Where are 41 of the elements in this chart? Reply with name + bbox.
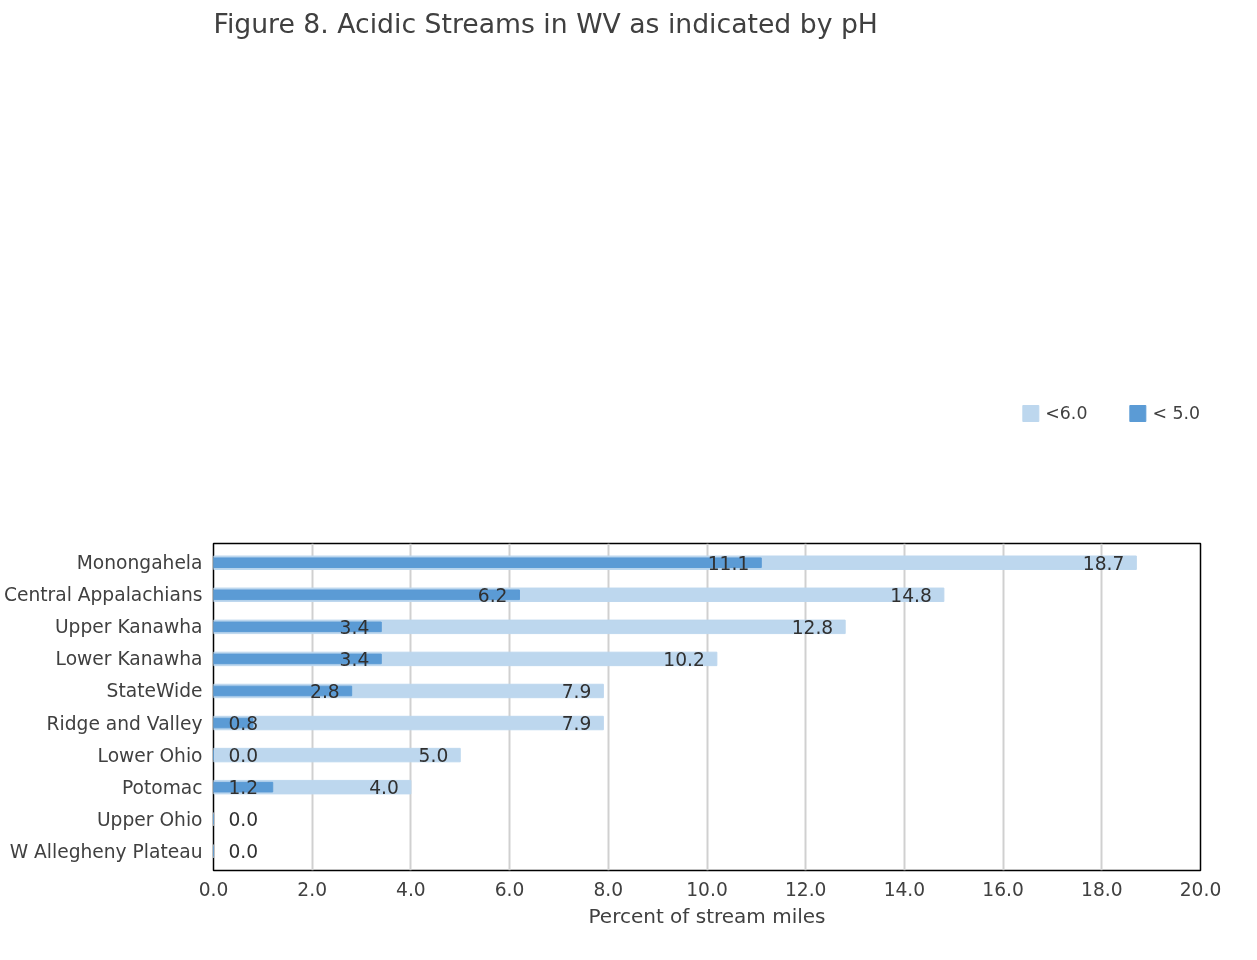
data-label: 3.4	[339, 616, 370, 638]
y-tick-label: Monongahela	[76, 552, 203, 574]
x-tick-label: 10.0	[686, 878, 728, 900]
data-label: 14.8	[890, 584, 932, 606]
data-label: 5.0	[418, 745, 449, 767]
x-tick-label: 4.0	[396, 878, 426, 900]
y-tick-label: Central Appalachians	[3, 584, 203, 606]
chart-title: Figure 8. Acidic Streams in WV as indicated by pH	[213, 7, 878, 39]
data-label: 0.0	[228, 745, 259, 767]
data-label: 7.9	[561, 680, 592, 702]
y-tick-label: Upper Ohio	[96, 808, 203, 830]
y-tick-label: Upper Kanawha	[54, 616, 203, 638]
data-label: 1.2	[228, 777, 259, 799]
data-label: 2.8	[310, 680, 340, 702]
data-label: 4.0	[369, 777, 399, 799]
x-tick-label: 6.0	[494, 878, 525, 900]
x-tick-label: 20.0	[1179, 878, 1222, 900]
x-tick-label: 0.0	[198, 878, 229, 900]
x-tick-label: 8.0	[593, 878, 624, 900]
x-tick-label: 12.0	[784, 878, 827, 900]
data-label: 0.0	[228, 809, 259, 831]
y-tick-label: Lower Kanawha	[55, 648, 203, 670]
data-label: 7.9	[561, 713, 592, 735]
y-tick-label: Lower Ohio	[97, 744, 203, 766]
x-tick-label: 2.0	[297, 878, 328, 900]
data-label: 3.4	[339, 648, 370, 670]
data-label: 12.8	[791, 616, 834, 638]
x-tick-label: 18.0	[1081, 878, 1123, 900]
x-axis-title: Percent of stream miles	[588, 903, 826, 928]
legend-label: < 5.0	[1152, 403, 1200, 423]
y-tick-label: Potomac	[121, 776, 203, 798]
y-tick-label: W Allegheny Plateau	[9, 840, 203, 862]
y-tick-label: StateWide	[106, 680, 203, 702]
data-label: 0.0	[228, 841, 259, 863]
y-tick-label: Ridge and Valley	[46, 712, 203, 734]
x-tick-label: 16.0	[982, 878, 1024, 900]
x-tick-label: 14.0	[883, 878, 926, 900]
data-label: 10.2	[663, 648, 705, 670]
legend-label: <6.0	[1045, 403, 1088, 423]
data-label: 18.7	[1082, 552, 1125, 574]
data-label: 6.2	[477, 584, 508, 606]
